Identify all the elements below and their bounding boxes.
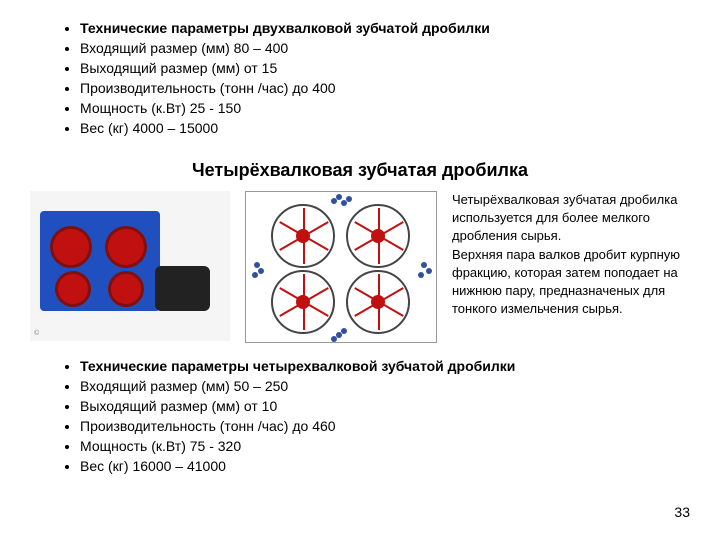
roller-icon	[346, 204, 410, 268]
spec-item: Вес (кг) 16000 – 41000	[80, 458, 680, 474]
top-spec-ul: Технические параметры двухвалковой зубча…	[60, 20, 680, 136]
photo-watermark: ©	[34, 330, 39, 337]
material-dot-icon	[336, 194, 342, 200]
page-number: 33	[674, 504, 690, 520]
material-dot-icon	[418, 272, 424, 278]
roller-hub-icon	[371, 229, 385, 243]
spec-item: Мощность (к.Вт) 25 - 150	[80, 100, 680, 116]
spec-item: Входящий размер (мм) 50 – 250	[80, 378, 680, 394]
spec-item-label: Технические параметры двухвалковой зубча…	[80, 20, 490, 36]
spec-item: Производительность (тонн /час) до 460	[80, 418, 680, 434]
spec-item: Выходящий размер (мм) от 15	[80, 60, 680, 76]
spec-item-label: Технические параметры четырехвалковой зу…	[80, 358, 515, 374]
description-line: Четырёхвалковая зубчатая дробилка исполь…	[452, 191, 690, 246]
spec-item: Входящий размер (мм) 80 – 400	[80, 40, 680, 56]
middle-row: © Четырёхвалковая зубчатая дробилка испо…	[0, 191, 720, 343]
spec-item: Производительность (тонн /час) до 400	[80, 80, 680, 96]
pulley-icon	[50, 226, 92, 268]
material-dot-icon	[254, 262, 260, 268]
roller-icon	[346, 270, 410, 334]
material-dot-icon	[421, 262, 427, 268]
roller-icon	[271, 270, 335, 334]
material-dot-icon	[331, 336, 337, 342]
roller-hub-icon	[296, 229, 310, 243]
section-title: Четырёхвалковая зубчатая дробилка	[0, 160, 720, 181]
roller-hub-icon	[296, 295, 310, 309]
pulley-icon	[105, 226, 147, 268]
material-dot-icon	[258, 268, 264, 274]
crusher-diagram	[245, 191, 437, 343]
top-spec-list: Технические параметры двухвалковой зубча…	[0, 0, 720, 150]
roller-hub-icon	[371, 295, 385, 309]
description-line: Верхняя пара валков дробит курпную фракц…	[452, 246, 690, 319]
spec-item: Технические параметры двухвалковой зубча…	[80, 20, 680, 36]
spec-item: Выходящий размер (мм) от 10	[80, 398, 680, 414]
motor-icon	[155, 266, 210, 311]
crusher-photo: ©	[30, 191, 230, 341]
pulley-icon	[55, 271, 91, 307]
spec-item: Технические параметры четырехвалковой зу…	[80, 358, 680, 374]
spec-item: Вес (кг) 4000 – 15000	[80, 120, 680, 136]
bottom-spec-list: Технические параметры четырехвалковой зу…	[0, 343, 720, 488]
material-dot-icon	[341, 328, 347, 334]
pulley-icon	[108, 271, 144, 307]
roller-icon	[271, 204, 335, 268]
material-dot-icon	[346, 196, 352, 202]
material-dot-icon	[331, 198, 337, 204]
bottom-spec-ul: Технические параметры четырехвалковой зу…	[60, 358, 680, 474]
material-dot-icon	[252, 272, 258, 278]
material-dot-icon	[426, 268, 432, 274]
description-text: Четырёхвалковая зубчатая дробилка исполь…	[452, 191, 690, 318]
spec-item: Мощность (к.Вт) 75 - 320	[80, 438, 680, 454]
